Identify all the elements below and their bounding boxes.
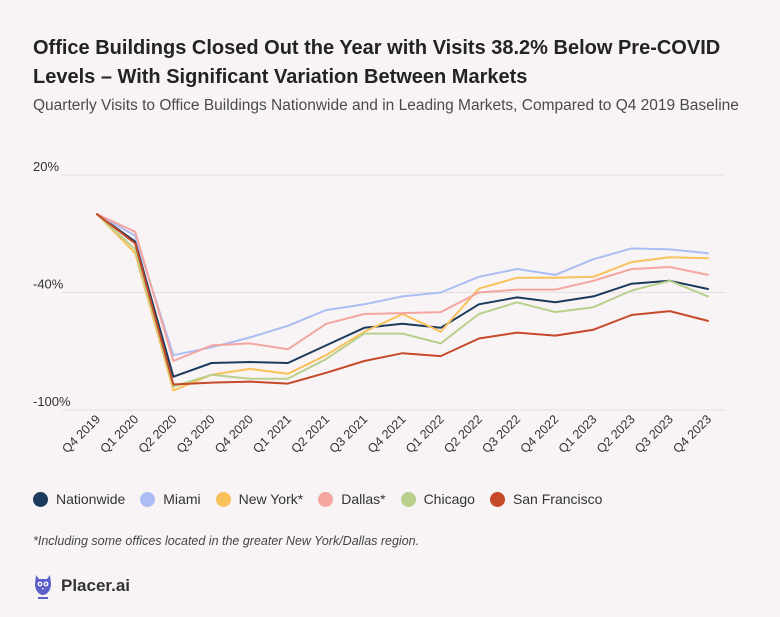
legend-label: Nationwide xyxy=(56,491,126,507)
brand-logo: Placer.ai xyxy=(33,572,130,600)
legend-swatch xyxy=(33,491,48,507)
legend-swatch xyxy=(318,491,334,507)
series-line-san-francisco xyxy=(96,213,709,386)
x-tick-label: Q1 2022 xyxy=(403,412,447,456)
y-tick-label: -40% xyxy=(33,277,64,292)
x-tick-label: Q4 2022 xyxy=(518,412,562,456)
series-line-chicago xyxy=(96,213,709,388)
x-tick-label: Q2 2021 xyxy=(288,412,332,456)
x-tick-label: Q4 2023 xyxy=(670,412,714,456)
y-tick-label: -100% xyxy=(33,394,71,409)
legend-label: San Francisco xyxy=(512,491,603,507)
x-tick-label: Q1 2020 xyxy=(97,412,141,456)
legend-swatch xyxy=(215,491,231,507)
legend-swatch xyxy=(400,491,416,507)
y-tick-label: 20% xyxy=(33,159,59,174)
x-tick-label: Q3 2022 xyxy=(479,412,523,456)
legend-label: Chicago xyxy=(423,491,475,507)
legend-item: New York* xyxy=(215,491,304,507)
series-line-new-york xyxy=(96,213,709,392)
legend-label: New York* xyxy=(238,491,304,507)
legend-item: Dallas* xyxy=(318,491,386,507)
x-tick-label: Q4 2021 xyxy=(365,412,409,456)
x-tick-label: Q2 2022 xyxy=(441,412,485,456)
x-tick-label: Q2 2020 xyxy=(136,412,180,456)
series-line-nationwide xyxy=(96,213,709,378)
x-tick-label: Q3 2023 xyxy=(632,412,676,456)
footnote: *Including some offices located in the g… xyxy=(33,534,420,548)
brand-name: Placer.ai xyxy=(61,576,131,595)
series-line-dallas xyxy=(96,213,709,362)
chart-subtitle: Quarterly Visits to Office Buildings Nat… xyxy=(33,97,739,114)
x-tick-label: Q1 2021 xyxy=(250,412,294,456)
legend-item: Chicago xyxy=(400,491,475,507)
legend-item: San Francisco xyxy=(489,491,603,507)
x-tick-label: Q4 2019 xyxy=(59,412,103,456)
placer-owl-icon xyxy=(35,575,51,599)
x-tick-label: Q3 2020 xyxy=(174,412,218,456)
x-tick-label: Q1 2023 xyxy=(556,412,600,456)
x-tick-label: Q3 2021 xyxy=(327,412,371,456)
legend-item: Nationwide xyxy=(33,491,125,507)
legend-swatch xyxy=(140,491,156,507)
legend-label: Dallas* xyxy=(341,491,386,507)
chart-title: Office Buildings Closed Out the Year wit… xyxy=(33,37,721,88)
legend-label: Miami xyxy=(163,491,201,507)
legend-item: Miami xyxy=(140,491,201,507)
legend-swatch xyxy=(489,491,505,507)
x-tick-label: Q4 2020 xyxy=(212,412,256,456)
chart-legend: Nationwide Miami New York* Dallas* Chicago Sa… xyxy=(33,491,617,507)
x-tick-label: Q2 2023 xyxy=(594,412,638,456)
